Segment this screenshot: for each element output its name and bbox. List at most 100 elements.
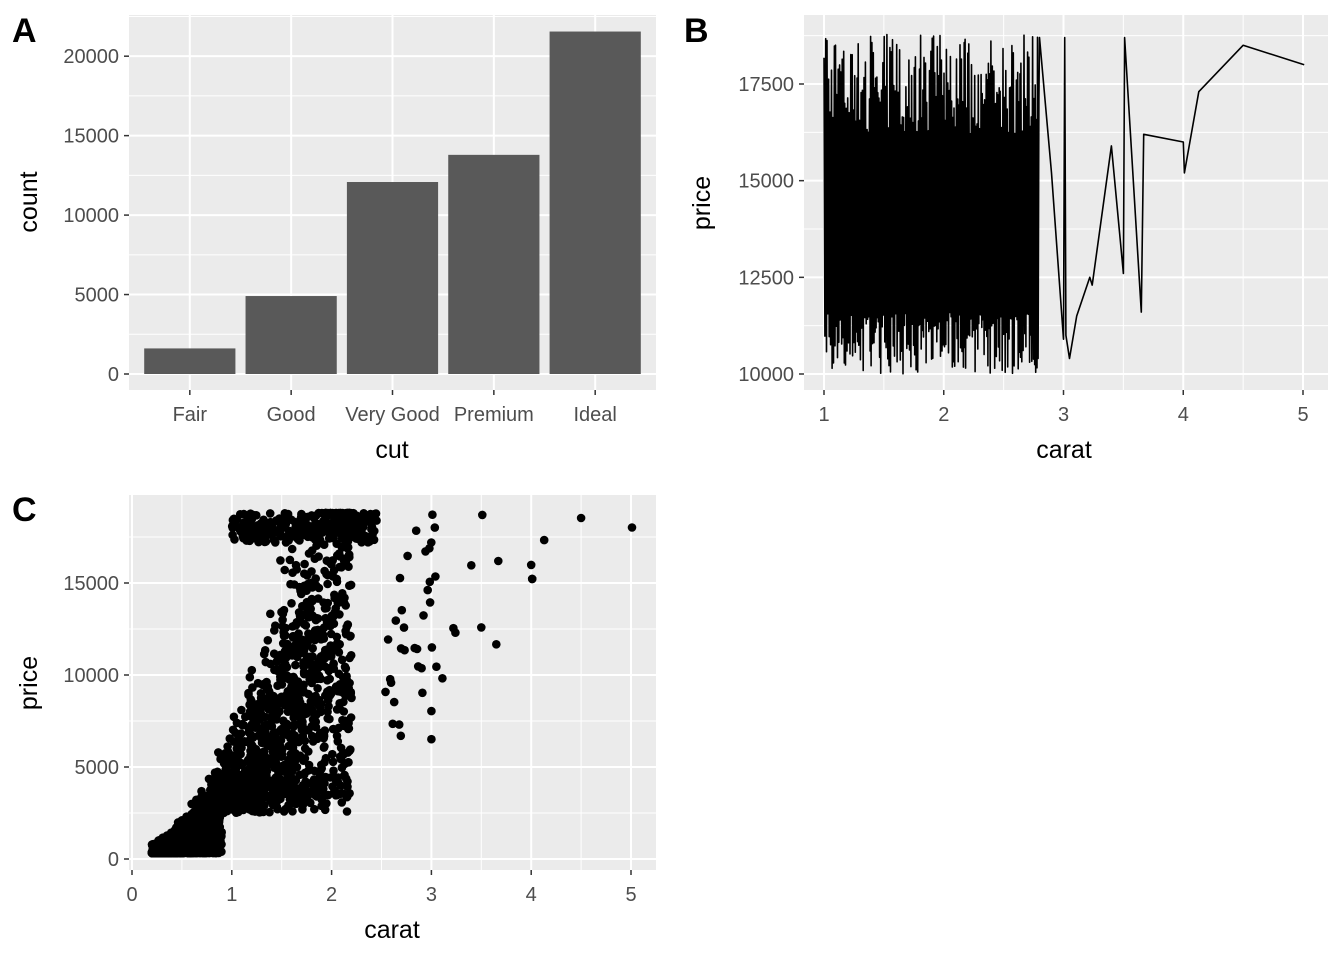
point — [340, 593, 349, 603]
point — [259, 519, 269, 529]
point — [300, 744, 310, 753]
point — [327, 611, 337, 621]
point — [322, 799, 331, 808]
y-tick-label: 10000 — [63, 665, 119, 687]
y-tick-label: 10000 — [738, 364, 794, 386]
point — [320, 515, 329, 525]
y-tick-label: 12500 — [738, 267, 794, 289]
point — [276, 791, 285, 800]
point — [228, 523, 237, 533]
point — [319, 732, 329, 741]
point — [277, 750, 287, 759]
point — [210, 797, 219, 807]
point — [273, 681, 282, 690]
point — [265, 694, 275, 704]
point — [230, 535, 239, 544]
point — [319, 743, 329, 752]
point — [317, 777, 326, 786]
point — [427, 538, 436, 547]
point — [300, 669, 309, 679]
point — [291, 660, 300, 670]
point — [317, 657, 327, 667]
point — [210, 784, 219, 793]
point — [299, 619, 309, 629]
point — [367, 524, 376, 534]
y-tick-label: 15000 — [738, 171, 794, 193]
outlier-point — [539, 535, 549, 545]
x-tick-label: 2 — [938, 404, 949, 426]
point — [149, 842, 159, 851]
point — [304, 689, 313, 699]
point — [423, 585, 433, 595]
point — [317, 760, 326, 770]
point — [270, 665, 279, 675]
point — [203, 813, 213, 822]
point — [236, 729, 246, 738]
point — [265, 807, 274, 817]
x-tick-label: Fair — [173, 404, 208, 426]
panel-a-bars — [144, 31, 641, 375]
point — [279, 631, 289, 641]
x-tick-label: Premium — [454, 404, 534, 426]
point — [252, 720, 261, 730]
point — [276, 526, 285, 536]
panel-b-y-axis-title: price — [688, 176, 716, 230]
point — [235, 510, 245, 519]
outlier-point — [467, 561, 476, 570]
outlier-point — [427, 706, 436, 716]
point — [213, 767, 222, 777]
price-line — [823, 33, 1305, 375]
point — [196, 825, 206, 835]
point — [237, 758, 246, 768]
point — [332, 731, 342, 741]
point — [287, 599, 296, 608]
point — [311, 574, 321, 583]
panel-c-x-axis-title: carat — [364, 916, 420, 944]
point — [329, 659, 338, 668]
point — [327, 560, 336, 569]
outlier-point — [527, 574, 537, 584]
point — [227, 781, 236, 790]
point — [328, 724, 338, 734]
point — [279, 716, 288, 725]
point — [323, 714, 333, 723]
point — [299, 710, 309, 719]
y-tick-label: 15000 — [63, 126, 119, 148]
point — [281, 804, 290, 814]
y-tick-label: 0 — [108, 849, 119, 871]
point — [342, 622, 352, 632]
point — [319, 598, 328, 607]
point — [342, 543, 352, 553]
point — [283, 639, 292, 649]
point — [290, 720, 299, 729]
point — [325, 674, 335, 684]
point — [343, 792, 352, 801]
point — [308, 777, 317, 787]
point — [341, 774, 351, 783]
bar-very-good — [346, 182, 439, 374]
point — [323, 570, 333, 580]
point — [271, 728, 280, 737]
point — [288, 807, 297, 816]
point — [259, 526, 269, 535]
point — [279, 605, 289, 615]
outlier-point — [478, 510, 487, 520]
point — [295, 770, 305, 780]
point — [187, 809, 196, 819]
point — [425, 577, 435, 587]
point — [229, 712, 239, 722]
point — [332, 577, 342, 587]
point — [250, 711, 259, 720]
point — [238, 531, 248, 541]
point — [319, 634, 329, 643]
point — [271, 538, 280, 547]
point — [347, 693, 356, 703]
point — [216, 774, 225, 784]
point — [185, 846, 195, 856]
point — [312, 669, 322, 678]
point — [298, 601, 307, 611]
panel-c-scatter-chart: C 0 5000 10000 15000 0 1 2 3 4 5 carat price — [12, 491, 656, 944]
point — [319, 784, 328, 794]
point — [275, 741, 285, 751]
panel-b-line-chart: B 10000 12500 15000 17500 1 2 3 4 5 carat price — [684, 12, 1328, 464]
